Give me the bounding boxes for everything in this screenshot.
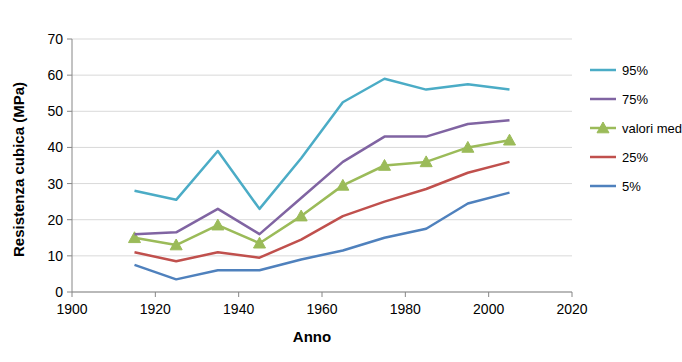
y-tick-label: 20: [47, 212, 63, 228]
y-tick: [67, 147, 72, 148]
x-tick-label: 1940: [223, 301, 254, 317]
marker-group: [254, 237, 266, 248]
x-tick-label: 1980: [390, 301, 421, 317]
grid-line: [72, 111, 572, 112]
x-tick: [405, 292, 406, 297]
series-marker: [420, 156, 432, 167]
chart: 0 10 20 30 40 50 60 70 1900 1920 1940 1960 1980 2000 2…: [0, 0, 682, 362]
marker-group: [379, 160, 391, 171]
legend-label: 25%: [622, 150, 648, 165]
series-marker: [212, 219, 224, 230]
x-tick-label: 1900: [56, 301, 87, 317]
legend-label: 5%: [622, 179, 641, 194]
y-tick-label: 0: [55, 284, 63, 300]
x-tick: [155, 292, 156, 297]
x-axis: [72, 292, 572, 293]
x-tick: [72, 292, 73, 297]
x-tick-label: 1920: [140, 301, 171, 317]
series-marker: [254, 237, 266, 248]
marker-group: [212, 219, 224, 230]
grid-line: [72, 75, 572, 76]
series-marker: [295, 210, 307, 221]
y-tick: [67, 75, 72, 76]
series-line: [135, 79, 510, 209]
y-tick-label: 60: [47, 67, 63, 83]
y-tick: [67, 255, 72, 256]
series-marker: [379, 160, 391, 171]
y-tick: [67, 39, 72, 40]
series-line: [135, 140, 510, 245]
series-marker: [337, 179, 349, 190]
y-tick: [67, 219, 72, 220]
legend-swatch: [590, 156, 616, 159]
grid-line: [72, 183, 572, 184]
x-tick: [322, 292, 323, 297]
legend-label: 95%: [622, 63, 648, 78]
grid-line: [72, 39, 572, 40]
chart-root: 0 10 20 30 40 50 60 70 1900 1920 1940 1960 1980 2000 2…: [0, 0, 682, 362]
series-line: [135, 193, 510, 280]
series-marker: [170, 239, 182, 250]
y-tick-label: 30: [47, 176, 63, 192]
series-marker: [462, 141, 474, 152]
legend-label: 75%: [622, 92, 648, 107]
x-tick: [238, 292, 239, 297]
series-line: [135, 120, 510, 234]
x-axis-title: Anno: [293, 328, 331, 345]
y-tick-label: 40: [47, 139, 63, 155]
marker-group: [420, 156, 432, 167]
x-tick-label: 2020: [556, 301, 587, 317]
marker-group: [295, 210, 307, 221]
legend-swatch: [590, 185, 616, 188]
marker-group: [462, 141, 474, 152]
marker-group: [504, 134, 516, 145]
x-tick-label: 2000: [473, 301, 504, 317]
legend-marker: [597, 122, 609, 133]
plot-area: [129, 79, 516, 280]
y-tick-label: 50: [47, 103, 63, 119]
grid-line: [72, 292, 572, 293]
series-line: [135, 162, 510, 261]
legend-label: valori medi: [622, 121, 682, 136]
grid-line: [72, 147, 572, 148]
y-tick: [67, 183, 72, 184]
legend-swatch: [590, 69, 616, 72]
y-axis: [72, 39, 73, 292]
y-tick-label: 10: [47, 248, 63, 264]
series-marker: [504, 134, 516, 145]
marker-group: [170, 239, 182, 250]
x-tick: [488, 292, 489, 297]
y-tick: [67, 292, 72, 293]
y-tick-label: 70: [47, 31, 63, 47]
x-tick: [572, 292, 573, 297]
y-tick: [67, 111, 72, 112]
grid-line: [72, 219, 572, 220]
legend-swatch: [590, 98, 616, 101]
x-tick-label: 1960: [306, 301, 337, 317]
y-axis-title: Resistenza cubica (MPa): [10, 82, 27, 257]
marker-group: [337, 179, 349, 190]
